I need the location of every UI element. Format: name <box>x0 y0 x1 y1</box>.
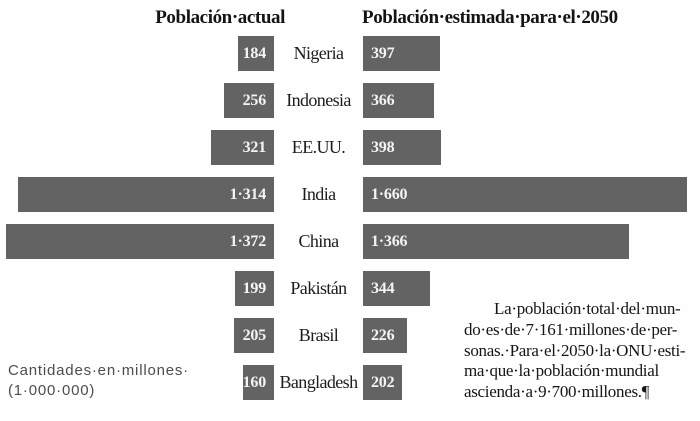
country-label: India <box>301 184 337 204</box>
annotation-line: La·población·total·del·mun- <box>494 299 681 318</box>
bar-estimated-population-2050: 226 <box>363 318 407 353</box>
right-column-header: Población·estimada·para·el·2050 <box>362 7 618 28</box>
unit-note-line1: Cantidades·en·millones· <box>8 362 189 379</box>
bar-current-population: 1·314 <box>18 177 274 212</box>
chart-row: 205 Brasil 226 <box>0 318 700 353</box>
bar-estimated-population-2050: 1·366 <box>363 224 629 259</box>
bar-value-label: 398 <box>371 139 395 156</box>
bar-estimated-population-2050: 1·660 <box>363 177 687 212</box>
chart-row: 160 Bangladesh 202 <box>0 365 700 400</box>
bar-value-label: 184 <box>242 45 267 62</box>
annotation-line: sonas.·Para·el·2050·la·ONU·esti- <box>464 340 686 360</box>
bar-estimated-population-2050: 344 <box>363 271 430 306</box>
country-label: Indonesia <box>286 90 351 110</box>
bar-value-label: 256 <box>242 92 267 109</box>
bar-value-label: 1·372 <box>229 233 267 250</box>
bar-estimated-population-2050: 202 <box>363 365 402 400</box>
bar-current-population: 160 <box>243 365 274 400</box>
bar-estimated-population-2050: 398 <box>363 130 441 165</box>
country-label: EE.UU. <box>291 137 346 157</box>
country-label: Pakistán <box>290 278 347 298</box>
bar-current-population: 256 <box>224 83 274 118</box>
annotation-line: ma·que·la·población·mundial <box>464 361 659 381</box>
bar-value-label: 1·366 <box>371 233 408 250</box>
bar-value-label: 1·660 <box>371 186 408 203</box>
annotation-paragraph: La·población·total·del·mun- do·es·de·7·1… <box>464 299 694 403</box>
bar-value-label: 344 <box>371 280 395 297</box>
chart-row: 199 Pakistán 344 <box>0 271 700 306</box>
bar-value-label: 205 <box>242 327 267 344</box>
left-column-header: Población·actual <box>155 7 285 28</box>
bar-value-label: 202 <box>371 374 395 391</box>
bar-estimated-population-2050: 397 <box>363 36 440 71</box>
country-label: Bangladesh <box>279 372 359 392</box>
bar-current-population: 199 <box>235 271 274 306</box>
bar-current-population: 1·372 <box>6 224 274 259</box>
bar-value-label: 1·314 <box>229 186 267 203</box>
country-label: China <box>298 231 340 251</box>
unit-note: Cantidades·en·millones· (1·000·000) <box>8 361 189 401</box>
chart-row: 321 EE.UU. 398 <box>0 130 700 165</box>
bar-value-label: 226 <box>371 327 395 344</box>
chart-row: 1·372 China 1·366 <box>0 224 700 259</box>
bar-value-label: 160 <box>242 374 267 391</box>
bar-value-label: 199 <box>242 280 267 297</box>
bar-current-population: 184 <box>238 36 274 71</box>
country-label: Brasil <box>298 325 339 345</box>
bar-value-label: 397 <box>371 45 395 62</box>
bar-value-label: 321 <box>242 139 267 156</box>
unit-note-line2: (1·000·000) <box>8 382 96 399</box>
bar-current-population: 205 <box>234 318 274 353</box>
chart-row: 256 Indonesia 366 <box>0 83 700 118</box>
bar-value-label: 366 <box>371 92 395 109</box>
annotation-line: ascienda·a·9·700·millones.¶ <box>464 382 650 402</box>
bar-current-population: 321 <box>211 130 274 165</box>
country-label: Nigeria <box>293 43 344 63</box>
annotation-line: do·es·de·7·161·millones·de·per- <box>464 319 678 339</box>
chart-row: 184 Nigeria 397 <box>0 36 700 71</box>
chart-row: 1·314 India 1·660 <box>0 177 700 212</box>
bar-estimated-population-2050: 366 <box>363 83 434 118</box>
